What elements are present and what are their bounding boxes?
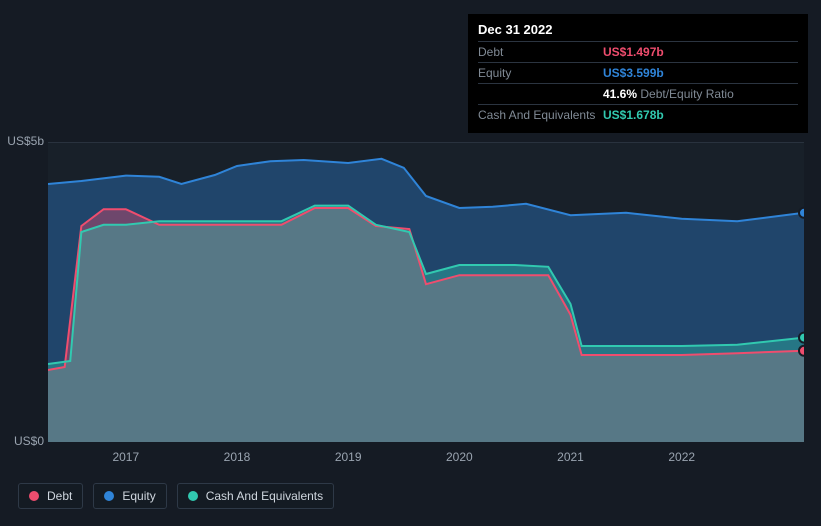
tooltip-row-value: 41.6% Debt/Equity Ratio [603,87,734,101]
x-tick-label: 2022 [668,450,695,464]
legend-item-debt[interactable]: Debt [18,483,83,509]
tooltip-row-value: US$1.497b [603,45,664,59]
chart-svg [48,142,804,442]
plot-area[interactable] [48,142,804,442]
legend: Debt Equity Cash And Equivalents [18,483,334,509]
equity-endpoint-marker [799,208,804,218]
tooltip-row: 41.6% Debt/Equity Ratio [478,83,798,104]
legend-item-equity[interactable]: Equity [93,483,166,509]
x-tick-label: 2018 [224,450,251,464]
tooltip-rows: DebtUS$1.497bEquityUS$3.599b41.6% Debt/E… [478,41,798,125]
tooltip-row-label: Debt [478,45,603,59]
legend-item-label: Cash And Equivalents [206,489,323,503]
tooltip-date: Dec 31 2022 [478,22,798,37]
tooltip-row-value: US$1.678b [603,108,664,122]
y-tick-label: US$0 [4,434,44,448]
debt-endpoint-marker [799,346,804,356]
tooltip-row-label: Cash And Equivalents [478,108,603,122]
x-tick-label: 2020 [446,450,473,464]
chart-container: Dec 31 2022 DebtUS$1.497bEquityUS$3.599b… [0,0,821,526]
debt-swatch-icon [29,491,39,501]
equity-swatch-icon [104,491,114,501]
tooltip-row-label: Equity [478,66,603,80]
x-tick-label: 2021 [557,450,584,464]
tooltip-row: DebtUS$1.497b [478,41,798,62]
x-tick-label: 2019 [335,450,362,464]
tooltip-row: Cash And EquivalentsUS$1.678b [478,104,798,125]
tooltip-row-value: US$3.599b [603,66,664,80]
tooltip-panel: Dec 31 2022 DebtUS$1.497bEquityUS$3.599b… [468,14,808,133]
cash-endpoint-marker [799,333,804,343]
legend-item-label: Equity [122,489,155,503]
x-axis-labels: 2017 2018 2019 2020 2021 2022 [48,450,804,468]
legend-item-cash[interactable]: Cash And Equivalents [177,483,334,509]
tooltip-row: EquityUS$3.599b [478,62,798,83]
legend-item-label: Debt [47,489,72,503]
x-tick-label: 2017 [112,450,139,464]
cash-swatch-icon [188,491,198,501]
tooltip-row-label [478,87,603,101]
y-tick-label: US$5b [4,134,44,148]
